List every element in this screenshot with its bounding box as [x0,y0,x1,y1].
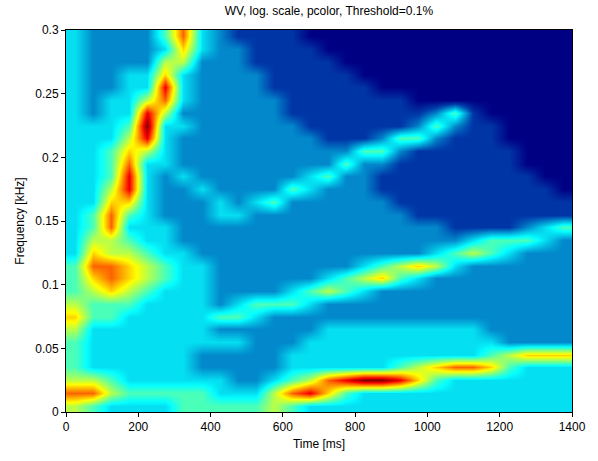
svg-text:0.15: 0.15 [35,214,59,228]
svg-text:Time [ms]: Time [ms] [293,437,345,451]
svg-text:0: 0 [63,420,70,434]
svg-text:WV, log. scale, pcolor, Thresh: WV, log. scale, pcolor, Threshold=0.1% [225,4,434,18]
svg-text:1200: 1200 [486,420,513,434]
svg-text:200: 200 [128,420,148,434]
svg-text:1400: 1400 [559,420,586,434]
svg-text:0.1: 0.1 [42,278,59,292]
svg-text:0: 0 [52,405,59,419]
svg-text:800: 800 [345,420,365,434]
svg-text:Frequency [kHz]: Frequency [kHz] [13,177,27,264]
svg-text:400: 400 [201,420,221,434]
svg-text:600: 600 [273,420,293,434]
svg-text:0.25: 0.25 [35,87,59,101]
svg-text:0.05: 0.05 [35,342,59,356]
svg-text:0.2: 0.2 [42,151,59,165]
svg-text:0.3: 0.3 [42,23,59,37]
svg-text:1000: 1000 [414,420,441,434]
